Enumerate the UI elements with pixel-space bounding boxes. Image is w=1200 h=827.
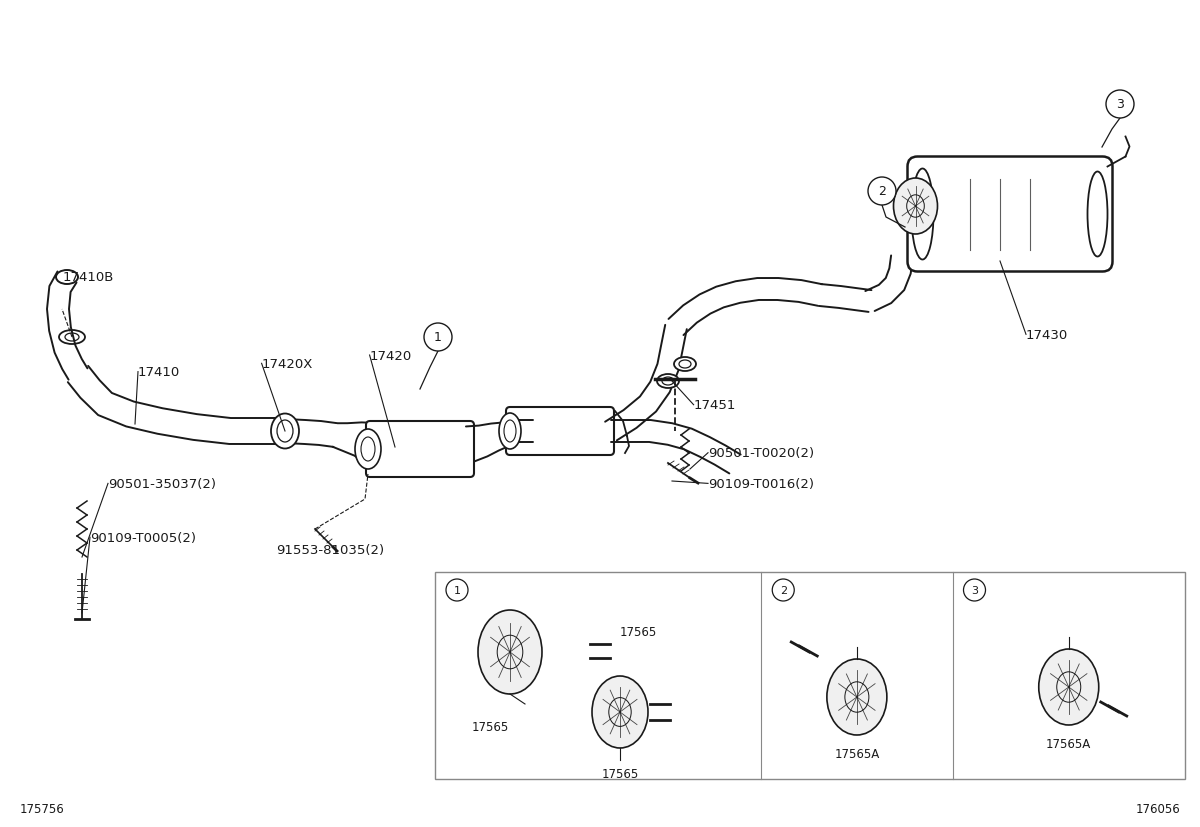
Ellipse shape bbox=[658, 375, 679, 389]
Ellipse shape bbox=[827, 659, 887, 735]
Bar bbox=[436, 572, 1186, 779]
FancyBboxPatch shape bbox=[907, 157, 1112, 272]
Text: 17451: 17451 bbox=[694, 399, 736, 412]
Text: 176056: 176056 bbox=[1135, 802, 1180, 815]
Ellipse shape bbox=[355, 429, 382, 470]
Text: 2: 2 bbox=[878, 185, 886, 198]
Circle shape bbox=[773, 579, 794, 601]
Text: 17565: 17565 bbox=[620, 626, 658, 638]
Text: 90501-35037(2): 90501-35037(2) bbox=[108, 477, 216, 490]
Text: 2: 2 bbox=[780, 586, 787, 595]
Circle shape bbox=[446, 579, 468, 601]
Circle shape bbox=[424, 323, 452, 351]
Circle shape bbox=[1106, 91, 1134, 119]
Text: 17565A: 17565A bbox=[834, 747, 880, 760]
Text: 17410: 17410 bbox=[138, 366, 180, 379]
Text: 17565: 17565 bbox=[601, 767, 638, 780]
Text: 17565: 17565 bbox=[472, 720, 509, 733]
Text: 3: 3 bbox=[971, 586, 978, 595]
Text: 91553-81035(2): 91553-81035(2) bbox=[276, 543, 384, 557]
Ellipse shape bbox=[674, 357, 696, 371]
Text: 17420X: 17420X bbox=[262, 357, 313, 370]
FancyBboxPatch shape bbox=[506, 408, 614, 456]
Text: 90501-T0020(2): 90501-T0020(2) bbox=[708, 447, 814, 460]
Text: 17430: 17430 bbox=[1026, 328, 1068, 342]
Ellipse shape bbox=[592, 676, 648, 748]
Text: 17565A: 17565A bbox=[1046, 737, 1091, 750]
Text: 175756: 175756 bbox=[20, 802, 65, 815]
FancyBboxPatch shape bbox=[366, 422, 474, 477]
Text: 90109-T0005(2): 90109-T0005(2) bbox=[90, 531, 196, 544]
Circle shape bbox=[964, 579, 985, 601]
Circle shape bbox=[868, 178, 896, 206]
Ellipse shape bbox=[271, 414, 299, 449]
Ellipse shape bbox=[1039, 649, 1099, 725]
Text: 1: 1 bbox=[454, 586, 461, 595]
Text: 90109-T0016(2): 90109-T0016(2) bbox=[708, 477, 814, 490]
Text: 17420: 17420 bbox=[370, 349, 412, 362]
Text: 17410B: 17410B bbox=[62, 270, 114, 284]
Ellipse shape bbox=[478, 610, 542, 694]
Text: 3: 3 bbox=[1116, 98, 1124, 112]
Ellipse shape bbox=[499, 414, 521, 449]
Ellipse shape bbox=[894, 179, 937, 235]
Text: 1: 1 bbox=[434, 331, 442, 344]
